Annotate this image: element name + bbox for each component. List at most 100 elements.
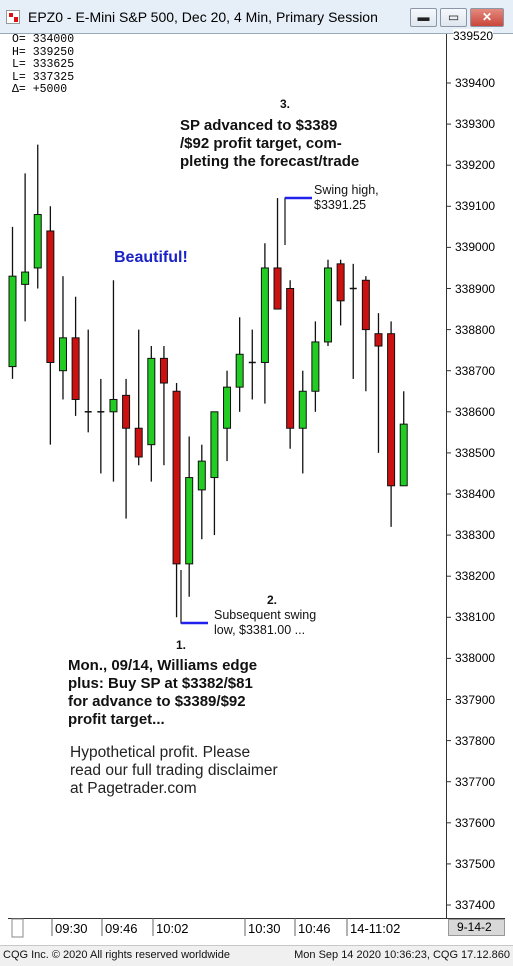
candle-up: [311, 341, 320, 392]
step1-line: for advance to $3389/$92: [68, 693, 246, 710]
candle-up: [260, 267, 269, 363]
swing-high-leader: [284, 197, 312, 245]
step2-number: 2.: [267, 593, 278, 607]
candle-up: [197, 460, 206, 491]
step1-line: Mon., 09/14, Williams edge: [68, 657, 258, 674]
step3-text: SP advanced to $3389 /$92 profit target,…: [180, 117, 359, 171]
x-tick-label: 10:02: [156, 921, 189, 936]
x-tick-label: 09:30: [55, 921, 88, 936]
y-tick-label: 338500: [455, 445, 496, 460]
candle-up: [109, 398, 118, 413]
y-tick-label: 337900: [455, 692, 496, 707]
candle-down: [336, 263, 345, 302]
candle-down: [122, 394, 131, 429]
disclaimer-line: read our full trading disclaimer: [70, 762, 278, 779]
x-tick-label: 10:30: [248, 921, 281, 936]
status-bar: CQG Inc. © 2020 All rights reserved worl…: [0, 945, 513, 966]
x-tick-label: 09:46: [105, 921, 138, 936]
disclaimer-line: Hypothetical profit. Please: [70, 744, 251, 761]
step1-number: 1.: [176, 638, 187, 652]
y-tick-label: 338700: [455, 363, 496, 378]
candle-down: [134, 427, 143, 458]
y-tick-label: 338600: [455, 404, 496, 419]
swing-low-line: Subsequent swing: [214, 608, 317, 622]
candle-up: [33, 214, 42, 269]
open-value: O= 334000: [12, 33, 75, 46]
candle-down: [273, 267, 282, 310]
candle-up: [324, 267, 332, 343]
swing-low-leader: [180, 570, 208, 624]
candle-down: [387, 333, 396, 487]
disclaimer-text: Hypothetical profit. Please read our ful…: [70, 744, 330, 798]
last-value: L= 337325: [12, 70, 75, 84]
candle-up: [58, 337, 67, 372]
x-tick-label: 10:46: [298, 921, 331, 936]
y-tick-label: 338800: [455, 322, 496, 337]
step3-number: 3.: [280, 97, 291, 111]
step3-line: /$92 profit target, com-: [180, 135, 342, 152]
swing-low-label: Subsequent swing low, $3381.00 ...: [214, 608, 316, 638]
step1-line: profit target...: [68, 711, 165, 728]
ohlc-info-box: O= 334000 H= 339250 L= 333625 L= 337325 …: [12, 33, 75, 97]
y-tick-label: 338000: [455, 651, 496, 666]
y-tick-label: 337600: [455, 815, 496, 830]
y-tick-label: 338300: [455, 528, 496, 543]
candle-down: [159, 357, 168, 384]
swing-low-line: low, $3381.00 ...: [214, 623, 306, 637]
y-tick-label: 337400: [455, 898, 496, 912]
minimize-button[interactable]: ▬: [410, 8, 437, 27]
app-icon: [6, 10, 20, 24]
high-value: H= 339250: [12, 45, 75, 59]
candle-up: [223, 386, 232, 429]
candle-down: [71, 337, 80, 400]
swing-high-line: Swing high,: [314, 183, 379, 197]
timestamp-text: Mon Sep 14 2020 10:36:23, CQG 17.12.860: [294, 949, 510, 961]
y-tick-label: 338200: [455, 569, 496, 584]
candle-up: [8, 275, 17, 368]
y-tick-label: 339000: [455, 240, 496, 255]
step1-line: plus: Buy SP at $3382/$81: [68, 675, 253, 692]
chart-area[interactable]: [8, 34, 505, 946]
x-axis-date-box: 9-14-2: [448, 919, 505, 936]
candle-down: [46, 230, 55, 363]
candle-down: [172, 390, 181, 565]
y-axis-partial-label: 339520: [453, 29, 494, 43]
candle-up: [235, 353, 244, 388]
candle-up: [399, 423, 408, 487]
copyright-text: CQG Inc. © 2020 All rights reserved worl…: [3, 949, 230, 961]
step1-text: Mon., 09/14, Williams edge plus: Buy SP …: [68, 657, 257, 729]
candle-down: [286, 288, 295, 429]
candle-up: [147, 357, 156, 446]
candle-up: [210, 411, 219, 479]
y-tick-label: 338400: [455, 487, 496, 501]
candle-up: [21, 271, 30, 285]
candle-down: [374, 333, 383, 347]
low-value: L= 333625: [12, 58, 75, 71]
candle-up: [185, 477, 194, 565]
close-button[interactable]: ✕: [470, 8, 504, 27]
x-scroll-indicator: [11, 918, 24, 938]
step3-line: pleting the forecast/trade: [180, 153, 360, 170]
step3-line: SP advanced to $3389: [180, 117, 338, 134]
swing-high-label: Swing high, $3391.25: [314, 183, 379, 213]
y-tick-label: 338900: [455, 281, 496, 296]
y-tick-label: 337500: [455, 856, 496, 871]
y-tick-label: 338100: [455, 610, 496, 625]
y-tick-label: 339300: [455, 117, 496, 132]
y-tick-label: 339100: [455, 199, 496, 214]
beautiful-label: Beautiful!: [114, 249, 188, 266]
y-tick-label: 337800: [455, 733, 496, 748]
change-value: Δ= +5000: [12, 83, 68, 96]
maximize-button[interactable]: ▭: [440, 8, 467, 27]
x-tick-label: 14-11:02: [350, 921, 401, 936]
candle-down: [361, 279, 370, 331]
y-tick-label: 339400: [455, 76, 496, 90]
y-tick-label: 337700: [455, 774, 496, 789]
y-tick-label: 339200: [455, 158, 496, 173]
swing-high-line: $3391.25: [314, 198, 367, 212]
disclaimer-line: at Pagetrader.com: [70, 780, 197, 797]
window-title: EPZ0 - E-Mini S&P 500, Dec 20, 4 Min, Pr…: [28, 9, 378, 25]
title-bar: EPZ0 - E-Mini S&P 500, Dec 20, 4 Min, Pr…: [0, 0, 513, 34]
candle-up: [298, 390, 307, 429]
